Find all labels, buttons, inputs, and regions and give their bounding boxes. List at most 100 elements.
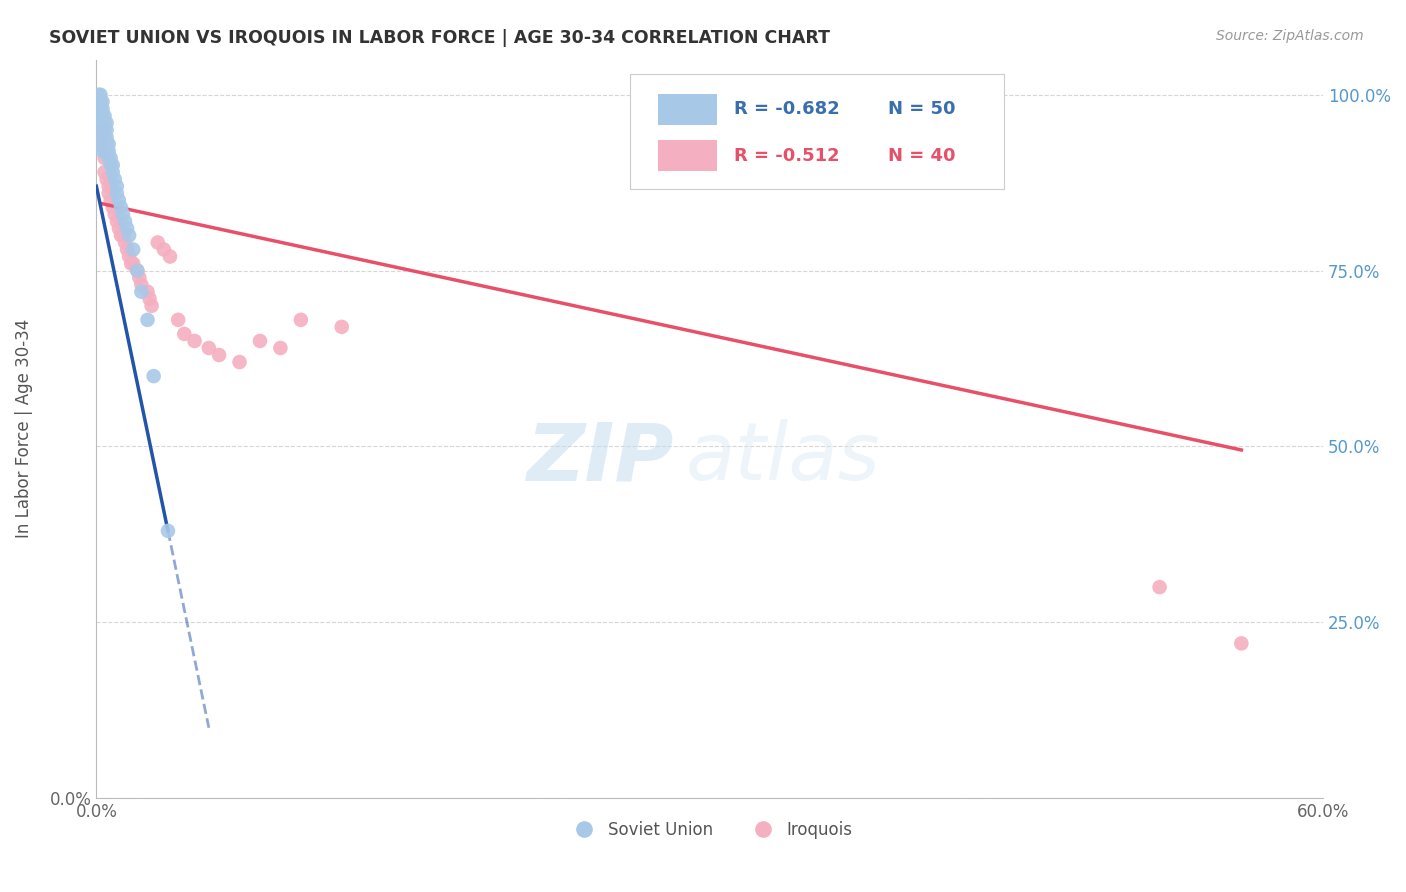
Point	[141, 299, 163, 313]
Point	[91, 109, 114, 123]
Point	[115, 221, 138, 235]
Point	[111, 207, 134, 221]
Point	[1149, 580, 1171, 594]
Point	[1230, 636, 1253, 650]
Text: Source: ZipAtlas.com: Source: ZipAtlas.com	[1216, 29, 1364, 43]
Point	[89, 116, 111, 130]
Point	[136, 285, 159, 299]
Point	[146, 235, 169, 250]
Point	[108, 221, 131, 235]
Point	[93, 109, 115, 123]
Text: R = -0.512: R = -0.512	[734, 146, 839, 165]
Point	[93, 151, 115, 165]
Legend: Soviet Union, Iroquois: Soviet Union, Iroquois	[561, 814, 859, 846]
Point	[122, 243, 145, 257]
Point	[101, 165, 124, 179]
Point	[173, 326, 195, 341]
Point	[101, 158, 124, 172]
Point	[269, 341, 291, 355]
Point	[89, 95, 111, 109]
Text: N = 40: N = 40	[887, 146, 955, 165]
Point	[93, 116, 115, 130]
Point	[89, 109, 111, 123]
Point	[330, 319, 353, 334]
Point	[96, 144, 118, 158]
Point	[101, 200, 124, 214]
Point	[97, 144, 120, 158]
Text: N = 50: N = 50	[887, 100, 955, 118]
Point	[91, 116, 114, 130]
Point	[87, 95, 110, 109]
Point	[97, 186, 120, 201]
Point	[114, 235, 136, 250]
Point	[91, 102, 114, 116]
Text: ZIP: ZIP	[526, 419, 673, 498]
Point	[87, 102, 110, 116]
Point	[91, 144, 114, 158]
Point	[96, 172, 118, 186]
Point	[105, 186, 128, 201]
Point	[93, 165, 115, 179]
Point	[104, 172, 127, 186]
Point	[91, 95, 114, 109]
FancyBboxPatch shape	[658, 140, 717, 171]
Point	[167, 313, 190, 327]
Point	[97, 179, 120, 194]
Point	[115, 243, 138, 257]
Point	[105, 214, 128, 228]
Point	[228, 355, 250, 369]
Point	[91, 136, 114, 151]
Point	[183, 334, 205, 348]
Point	[100, 194, 122, 208]
Text: R = -0.682: R = -0.682	[734, 100, 839, 118]
Point	[93, 130, 115, 145]
Point	[131, 285, 153, 299]
Point	[105, 179, 128, 194]
Point	[111, 228, 134, 243]
Point	[96, 136, 118, 151]
Point	[290, 313, 312, 327]
Point	[91, 123, 114, 137]
Y-axis label: In Labor Force | Age 30-34: In Labor Force | Age 30-34	[15, 319, 32, 539]
Point	[249, 334, 271, 348]
Point	[89, 102, 111, 116]
Point	[118, 250, 141, 264]
Point	[198, 341, 221, 355]
Point	[128, 270, 150, 285]
Point	[153, 243, 176, 257]
Point	[104, 207, 127, 221]
Point	[131, 277, 153, 292]
Point	[97, 151, 120, 165]
Point	[96, 123, 118, 137]
Point	[89, 123, 111, 137]
Point	[208, 348, 231, 362]
Point	[118, 228, 141, 243]
Point	[93, 136, 115, 151]
Point	[93, 144, 115, 158]
Point	[96, 116, 118, 130]
Point	[100, 158, 122, 172]
Point	[120, 256, 142, 270]
Point	[127, 263, 149, 277]
Point	[159, 250, 181, 264]
Point	[91, 123, 114, 137]
Point	[91, 130, 114, 145]
Point	[100, 151, 122, 165]
Point	[89, 87, 111, 102]
Point	[122, 256, 145, 270]
Point	[136, 313, 159, 327]
Text: SOVIET UNION VS IROQUOIS IN LABOR FORCE | AGE 30-34 CORRELATION CHART: SOVIET UNION VS IROQUOIS IN LABOR FORCE …	[49, 29, 830, 46]
Point	[110, 200, 132, 214]
Point	[87, 87, 110, 102]
Point	[127, 263, 149, 277]
Point	[108, 194, 131, 208]
FancyBboxPatch shape	[630, 74, 1004, 189]
Point	[156, 524, 179, 538]
Point	[97, 136, 120, 151]
Point	[142, 369, 165, 384]
FancyBboxPatch shape	[658, 94, 717, 125]
Point	[91, 136, 114, 151]
Text: atlas: atlas	[685, 419, 880, 498]
Point	[93, 123, 115, 137]
Point	[114, 214, 136, 228]
